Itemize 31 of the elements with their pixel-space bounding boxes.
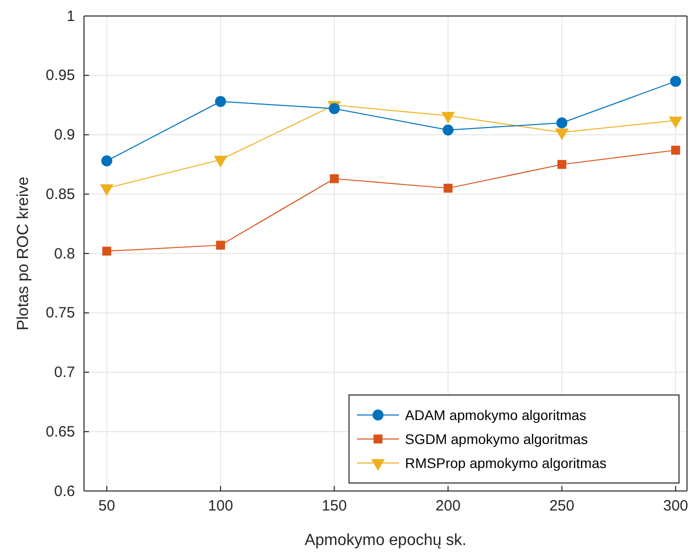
point [444,184,453,193]
y-tick-label: 0.65 [46,423,75,440]
x-axis-title: Apmokymo epochų sk. [304,532,466,549]
y-tick-label: 0.85 [46,186,75,203]
y-tick-label: 0.75 [46,304,75,322]
x-tick-label: 300 [663,498,688,515]
y-tick-label: 0.6 [54,482,75,500]
point [671,146,680,155]
x-tick-label: 50 [98,498,116,515]
legend-label: RMSProp apmokymo algoritmas [405,455,607,471]
legend-label: ADAM apmokymo algoritmas [405,407,586,423]
point [101,155,112,166]
x-tick-label: 150 [322,498,347,515]
y-axis-title: Plotas po ROC kreive [15,176,32,330]
y-tick-label: 0.9 [54,126,75,144]
y-tick-label: 0.95 [46,67,75,84]
point [330,174,339,184]
point [442,124,454,136]
point [102,246,112,256]
legend-label: SGDM apmokymo algoritmas [405,431,588,447]
point [216,240,225,250]
y-tick-label: 0.8 [54,245,75,262]
point [670,76,682,87]
x-tick-label: 100 [208,498,234,515]
y-tick-label: 1 [66,8,75,25]
point [215,96,226,107]
point [556,117,568,128]
x-tick-label: 200 [436,498,461,515]
x-tick-label: 250 [549,498,574,515]
point [557,160,566,169]
y-tick-label: 0.7 [54,364,75,382]
